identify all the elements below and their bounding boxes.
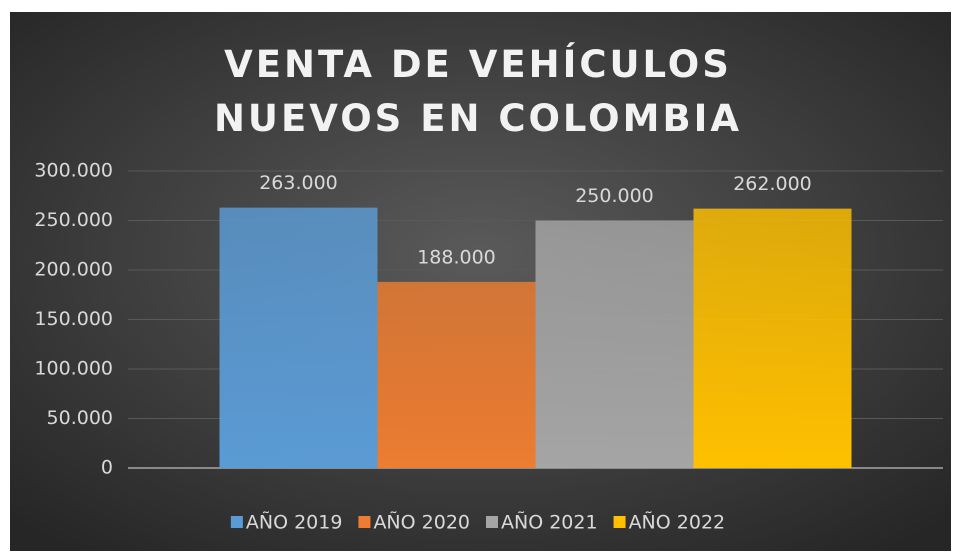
chart-title: VENTA DE VEHÍCULOS NUEVOS EN COLOMBIA bbox=[213, 43, 743, 140]
bar bbox=[219, 207, 378, 468]
y-tick-label: 150.000 bbox=[34, 308, 113, 330]
y-tick-label: 50.000 bbox=[47, 407, 113, 429]
legend-label: AÑO 2021 bbox=[501, 511, 598, 534]
legend-label: AÑO 2020 bbox=[373, 511, 470, 534]
data-label: 250.000 bbox=[575, 185, 654, 207]
bar bbox=[693, 208, 852, 468]
data-label: 263.000 bbox=[259, 172, 338, 194]
y-tick-label: 100.000 bbox=[34, 358, 113, 380]
bar bbox=[377, 281, 536, 468]
y-tick-label: 300.000 bbox=[34, 160, 113, 182]
y-tick-label: 0 bbox=[101, 457, 113, 479]
y-tick-label: 200.000 bbox=[34, 259, 113, 281]
legend-swatch bbox=[486, 516, 498, 528]
bar bbox=[535, 220, 694, 468]
legend-label: AÑO 2022 bbox=[629, 511, 726, 534]
legend-label: AÑO 2019 bbox=[246, 511, 343, 534]
legend-swatch bbox=[613, 516, 626, 528]
y-tick-label: 250.000 bbox=[34, 209, 113, 231]
legend-swatch bbox=[358, 516, 371, 528]
legend-swatch bbox=[230, 516, 243, 528]
data-label: 188.000 bbox=[417, 246, 496, 268]
data-label: 262.000 bbox=[733, 173, 812, 195]
